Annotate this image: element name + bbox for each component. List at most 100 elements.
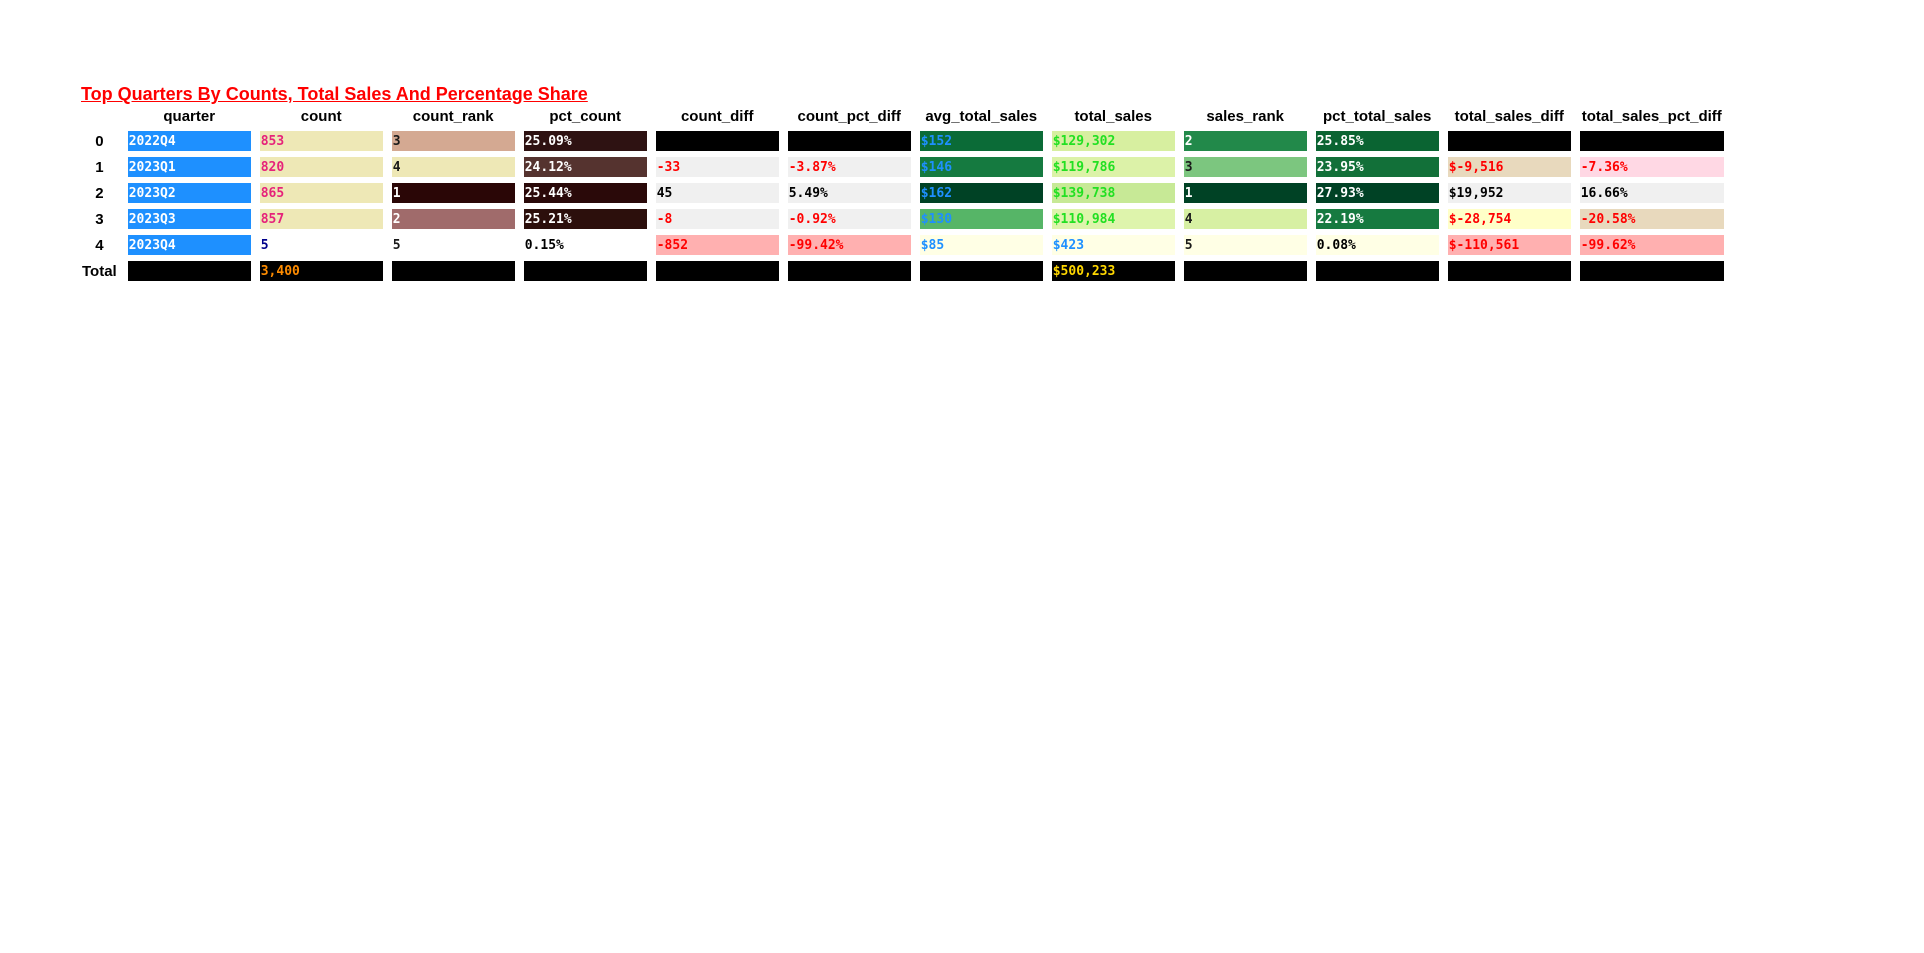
table-body: 0 2022Q4 853 3 25.09% $152 $129,302 2 25.85% 1 202…: [80, 131, 1724, 281]
column-header-pct-total-sales: pct_total_sales: [1323, 107, 1432, 125]
cell-total-sales-pct-diff: -20.58%: [1579, 209, 1724, 229]
cell-avg-total-sales: $130: [919, 209, 1043, 229]
cell-total-sales: $110,984: [1051, 209, 1175, 229]
column-header-total-sales: total_sales: [1074, 107, 1152, 125]
cell-count-rank: 5: [391, 235, 515, 255]
row-index: 3: [95, 210, 104, 228]
cell-count-pct-diff: [787, 261, 911, 281]
cell-count: 5: [259, 235, 383, 255]
cell-sales-rank: [1183, 261, 1307, 281]
cell-sales-rank: 2: [1183, 131, 1307, 151]
cell-total-sales-pct-diff: [1579, 261, 1724, 281]
row-index: 4: [95, 236, 104, 254]
column-header-pct-count: pct_count: [549, 107, 622, 125]
cell-total-sales-diff: $-9,516: [1447, 157, 1571, 177]
cell-quarter: 2023Q4: [127, 235, 251, 255]
cell-quarter: 2023Q1: [127, 157, 251, 177]
table-header: quarter count count_rank pct_count count_dif…: [80, 107, 1724, 125]
cell-count-pct-diff: [787, 131, 911, 151]
cell-total-sales: $139,738: [1051, 183, 1175, 203]
column-header-count: count: [300, 107, 342, 125]
column-header-quarter: quarter: [163, 107, 216, 125]
column-header-count-diff: count_diff: [680, 107, 754, 125]
cell-quarter: [127, 261, 251, 281]
cell-sales-rank: 4: [1183, 209, 1307, 229]
cell-quarter: 2023Q2: [127, 183, 251, 203]
cell-pct-total-sales: 0.08%: [1315, 235, 1439, 255]
table-row: 0 2022Q4 853 3 25.09% $152 $129,302 2 25.85%: [80, 131, 1724, 151]
column-header-count-rank: count_rank: [412, 107, 494, 125]
cell-pct-count: 25.21%: [523, 209, 647, 229]
table-row: 4 2023Q4 5 5 0.15% -852 -99.42% $85 $423 5 0.08% $-…: [80, 235, 1724, 255]
cell-count-diff: 45: [655, 183, 779, 203]
index-header: [80, 107, 119, 125]
cell-count: 3,400: [259, 261, 383, 281]
row-index: 2: [95, 184, 104, 202]
cell-count: 820: [259, 157, 383, 177]
cell-avg-total-sales: $162: [919, 183, 1043, 203]
cell-count-rank: [391, 261, 515, 281]
table-row: 1 2023Q1 820 4 24.12% -33 -3.87% $146 $119,786 3 2…: [80, 157, 1724, 177]
cell-total-sales-pct-diff: 16.66%: [1579, 183, 1724, 203]
cell-pct-count: 25.09%: [523, 131, 647, 151]
cell-total-sales: $500,233: [1051, 261, 1175, 281]
cell-pct-total-sales: 27.93%: [1315, 183, 1439, 203]
cell-count: 857: [259, 209, 383, 229]
cell-count-pct-diff: -0.92%: [787, 209, 911, 229]
cell-pct-count: [523, 261, 647, 281]
cell-pct-count: 24.12%: [523, 157, 647, 177]
cell-quarter: 2022Q4: [127, 131, 251, 151]
cell-pct-total-sales: 22.19%: [1315, 209, 1439, 229]
row-index: 1: [95, 158, 104, 176]
column-header-count-pct-diff: count_pct_diff: [797, 107, 901, 125]
cell-sales-rank: 3: [1183, 157, 1307, 177]
cell-quarter: 2023Q3: [127, 209, 251, 229]
row-index: 0: [95, 132, 104, 150]
cell-avg-total-sales: $85: [919, 235, 1043, 255]
cell-pct-total-sales: 25.85%: [1315, 131, 1439, 151]
cell-total-sales-pct-diff: -7.36%: [1579, 157, 1724, 177]
cell-count-diff: [655, 261, 779, 281]
table-title: Top Quarters By Counts, Total Sales And …: [81, 84, 588, 104]
cell-pct-total-sales: [1315, 261, 1439, 281]
column-header-sales-rank: sales_rank: [1206, 107, 1284, 125]
column-header-total-sales-diff: total_sales_diff: [1454, 107, 1564, 125]
cell-count-pct-diff: -99.42%: [787, 235, 911, 255]
cell-count-diff: [655, 131, 779, 151]
total-row: Total 3,400 $500,233: [80, 261, 1724, 281]
cell-total-sales-diff: $19,952: [1447, 183, 1571, 203]
column-header-avg-total-sales: avg_total_sales: [925, 107, 1038, 125]
table-row: 3 2023Q3 857 2 25.21% -8 -0.92% $130 $110,984 4 22…: [80, 209, 1724, 229]
row-index: Total: [82, 262, 117, 280]
table-row: 2 2023Q2 865 1 25.44% 45 5.49% $162 $139,738 1 27.…: [80, 183, 1724, 203]
cell-count-diff: -852: [655, 235, 779, 255]
cell-count-pct-diff: 5.49%: [787, 183, 911, 203]
column-header-total-sales-pct-diff: total_sales_pct_diff: [1581, 107, 1722, 125]
cell-total-sales-pct-diff: [1579, 131, 1724, 151]
data-table: quarter count count_rank pct_count count_dif…: [71, 101, 1733, 287]
cell-avg-total-sales: $146: [919, 157, 1043, 177]
cell-sales-rank: 1: [1183, 183, 1307, 203]
cell-total-sales: $129,302: [1051, 131, 1175, 151]
cell-total-sales: $119,786: [1051, 157, 1175, 177]
cell-count: 853: [259, 131, 383, 151]
cell-total-sales-diff: [1447, 131, 1571, 151]
cell-count-rank: 4: [391, 157, 515, 177]
cell-total-sales-pct-diff: -99.62%: [1579, 235, 1724, 255]
cell-total-sales-diff: $-110,561: [1447, 235, 1571, 255]
cell-sales-rank: 5: [1183, 235, 1307, 255]
cell-pct-count: 25.44%: [523, 183, 647, 203]
cell-count-diff: -33: [655, 157, 779, 177]
cell-count-pct-diff: -3.87%: [787, 157, 911, 177]
cell-total-sales-diff: $-28,754: [1447, 209, 1571, 229]
styled-table-container: Top Quarters By Counts, Total Sales And …: [80, 84, 1733, 287]
cell-count-rank: 3: [391, 131, 515, 151]
cell-avg-total-sales: [919, 261, 1043, 281]
cell-avg-total-sales: $152: [919, 131, 1043, 151]
cell-pct-count: 0.15%: [523, 235, 647, 255]
header-row: quarter count count_rank pct_count count_dif…: [80, 107, 1724, 125]
cell-total-sales-diff: [1447, 261, 1571, 281]
cell-total-sales: $423: [1051, 235, 1175, 255]
cell-count-rank: 2: [391, 209, 515, 229]
cell-count-diff: -8: [655, 209, 779, 229]
